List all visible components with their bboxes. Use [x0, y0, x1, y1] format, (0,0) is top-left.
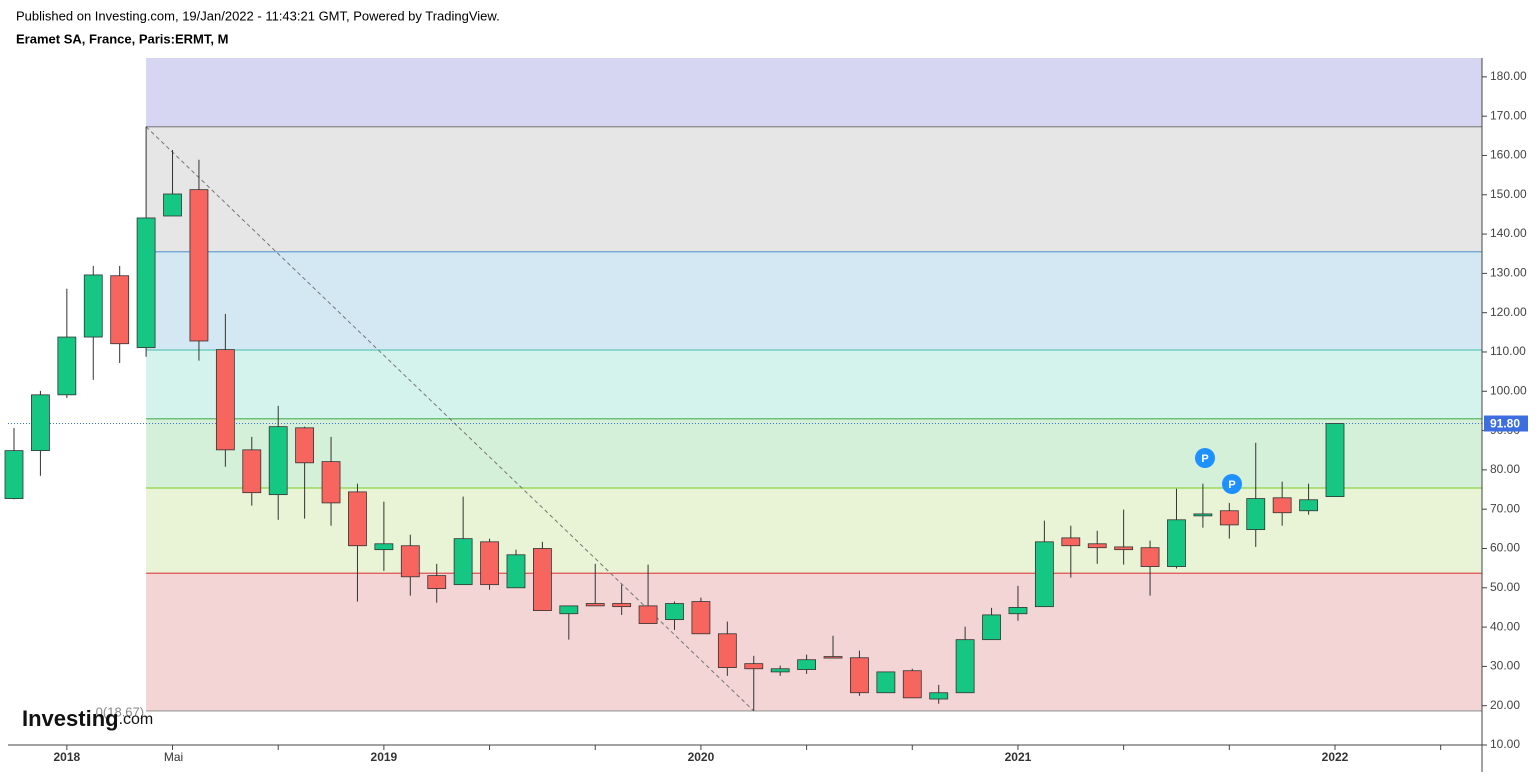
- y-tick-label: 70.00: [1490, 501, 1520, 515]
- candle-body: [110, 275, 130, 345]
- x-tick-label: 2019: [371, 750, 398, 764]
- candle-body: [1034, 541, 1054, 608]
- marker-icon: [1195, 448, 1215, 468]
- y-tick-label: 100.00: [1490, 383, 1527, 397]
- candle-body: [215, 349, 235, 451]
- axis-mask: [0, 745, 1540, 772]
- candle-body: [1219, 510, 1239, 526]
- candle-body: [374, 543, 394, 551]
- candle-body: [1246, 498, 1266, 531]
- candle-body: [427, 575, 447, 589]
- fib-band: [146, 350, 1483, 419]
- candle-body: [4, 450, 24, 499]
- candle-body: [585, 603, 605, 607]
- candle-body: [665, 603, 684, 621]
- candle-body: [83, 274, 103, 338]
- candle-body: [902, 670, 922, 699]
- candle-body: [506, 554, 526, 589]
- candle-body: [1272, 497, 1292, 514]
- axis-mask: [1482, 0, 1540, 772]
- y-tick-label: 60.00: [1490, 541, 1520, 555]
- y-tick-label: 30.00: [1490, 659, 1520, 673]
- candle-body: [163, 193, 182, 217]
- candle-body: [136, 217, 156, 349]
- logo: Investing.com: [22, 706, 153, 731]
- candle-body: [189, 189, 209, 342]
- fib-band: [146, 58, 1483, 127]
- candle-body: [321, 461, 341, 504]
- published-note: Published on Investing.com, 19/Jan/2022 …: [16, 8, 500, 23]
- last-price-box: [1484, 415, 1528, 432]
- candle-body: [744, 663, 764, 670]
- fib-label: 0(18.67): [96, 704, 144, 719]
- y-tick-label: 40.00: [1490, 619, 1520, 633]
- candle-body: [955, 639, 975, 694]
- candle-body: [533, 548, 552, 611]
- x-tick-label: Mai: [164, 750, 183, 764]
- candle-body: [850, 657, 869, 694]
- y-tick-label: 110.00: [1490, 344, 1526, 358]
- y-tick-label: 50.00: [1490, 580, 1520, 594]
- candle-body: [57, 336, 77, 396]
- y-tick-label: 130.00: [1490, 266, 1527, 280]
- logo-suffix: .com: [119, 711, 154, 728]
- y-tick-label: 10.00: [1490, 737, 1520, 751]
- y-tick-label: 160.00: [1490, 148, 1527, 162]
- candle-body: [348, 491, 367, 547]
- candle-body: [876, 671, 896, 694]
- candle-body: [295, 427, 315, 464]
- marker-icon: [1222, 474, 1242, 494]
- x-tick-label: 2022: [1322, 750, 1349, 764]
- candle-body: [480, 541, 499, 586]
- x-tick-label: 2018: [53, 750, 80, 764]
- y-tick-label: 150.00: [1490, 187, 1527, 201]
- candle-body: [1140, 547, 1160, 567]
- fib-band: [146, 126, 1483, 252]
- fib-band: [146, 251, 1483, 351]
- candle-body: [1325, 423, 1345, 498]
- candle-body: [982, 614, 1001, 641]
- y-tick-label: 180.00: [1490, 69, 1527, 83]
- candle-body: [268, 426, 288, 496]
- candle-body: [1008, 607, 1028, 615]
- symbol-title: Eramet SA, France, Paris:ERMT, M: [16, 31, 228, 46]
- candle-body: [717, 633, 737, 668]
- logo-name: Investing: [22, 706, 119, 731]
- candle-body: [691, 601, 711, 635]
- marker-label: P: [1201, 453, 1208, 465]
- y-tick-label: 120.00: [1490, 305, 1527, 319]
- candle-body: [638, 605, 658, 624]
- candle-body: [929, 692, 949, 700]
- candle-body: [1299, 499, 1318, 512]
- candle-body: [823, 656, 843, 659]
- y-tick-label: 170.00: [1490, 108, 1527, 122]
- fib-band: [146, 418, 1483, 488]
- candle-body: [453, 538, 473, 586]
- candle-body: [242, 449, 262, 494]
- y-tick-label: 140.00: [1490, 226, 1527, 240]
- y-tick-label: 80.00: [1490, 462, 1520, 476]
- candle-body: [612, 603, 632, 608]
- candle-body: [31, 394, 50, 452]
- candle-body: [559, 605, 579, 615]
- candle-body: [770, 668, 790, 673]
- candle-body: [1061, 537, 1081, 547]
- y-tick-label: 20.00: [1490, 698, 1520, 712]
- candle-body: [400, 545, 420, 578]
- marker-label: P: [1228, 479, 1235, 491]
- candle-body: [1114, 546, 1134, 551]
- candle-body: [1193, 513, 1213, 517]
- fib-band: [146, 573, 1483, 711]
- candle-body: [797, 659, 816, 670]
- candle-body: [1087, 543, 1107, 549]
- last-price-label: 91.80: [1490, 417, 1520, 431]
- x-tick-label: 2021: [1005, 750, 1032, 764]
- candle-body: [1167, 519, 1186, 567]
- x-tick-label: 2020: [688, 750, 715, 764]
